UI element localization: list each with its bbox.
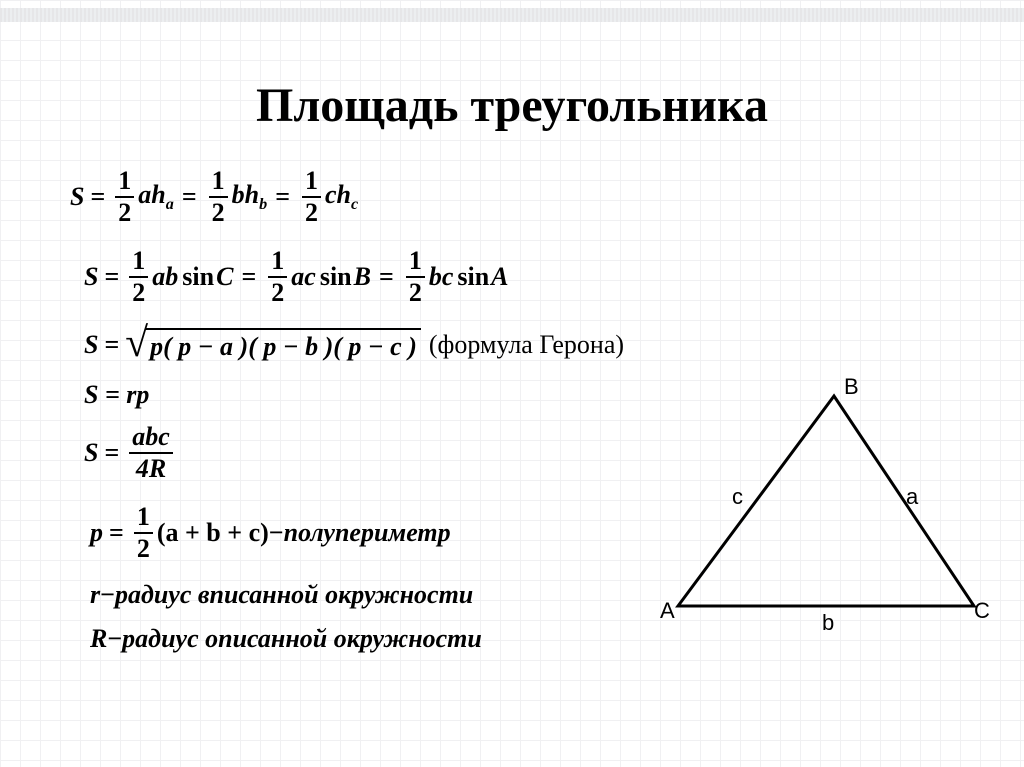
dash: − xyxy=(269,518,284,548)
page-title: Площадь треугольника xyxy=(0,78,1024,133)
frac: 12 xyxy=(209,168,228,226)
ab: ac xyxy=(291,262,316,292)
side-label-b: b xyxy=(822,610,834,636)
eq: = xyxy=(104,438,119,468)
text: S = rp xyxy=(84,380,149,410)
formula-semiperimeter: p = 12 (a + b + c) − полупериметр xyxy=(90,504,624,562)
frac: 12 xyxy=(129,248,148,306)
angle: B xyxy=(354,262,371,292)
frac: 12 xyxy=(302,168,321,226)
frac: 12 xyxy=(406,248,425,306)
eq: = xyxy=(90,182,105,212)
formula-abc4r: S = abc 4R xyxy=(84,424,624,482)
formula-sine: S = 12 ab sin C = 12 ac sin B = 12 bc si… xyxy=(84,248,624,306)
sym: R xyxy=(90,624,107,654)
eq: = xyxy=(109,518,124,548)
formula-heron: S = √ p( p − a )( p − b )( p − c ) (форм… xyxy=(84,328,624,362)
term: aha xyxy=(138,180,174,214)
lhs: S xyxy=(84,330,98,360)
vertex-label-a: A xyxy=(660,598,675,624)
eq: = xyxy=(241,262,256,292)
side-label-c: c xyxy=(732,484,743,510)
ab: ab xyxy=(152,262,178,292)
lhs: S xyxy=(84,262,98,292)
triangle-svg xyxy=(658,376,988,636)
dash: − xyxy=(100,580,115,610)
triangle-diagram: A B C c a b xyxy=(658,376,988,636)
lhs: p xyxy=(90,518,103,548)
term: chc xyxy=(325,180,358,214)
side-label-a: a xyxy=(906,484,918,510)
eq: = xyxy=(182,182,197,212)
sin: sin xyxy=(182,262,214,292)
decorative-top-border xyxy=(0,8,1024,22)
frac: 12 xyxy=(134,504,153,562)
eq: = xyxy=(104,330,119,360)
frac: 12 xyxy=(115,168,134,226)
angle: C xyxy=(216,262,233,292)
triangle-shape xyxy=(678,396,974,606)
definition-rbig: R − радиус описанной окружности xyxy=(90,624,624,654)
eq: = xyxy=(379,262,394,292)
radicand: p( p − a )( p − b )( p − c ) xyxy=(146,328,421,362)
frac: 12 xyxy=(268,248,287,306)
lhs: S xyxy=(70,182,84,212)
formula-rp: S = rp xyxy=(84,380,624,410)
heron-note: (формула Герона) xyxy=(429,330,624,360)
body: (a + b + c) xyxy=(157,518,269,548)
sym: r xyxy=(90,580,100,610)
angle: A xyxy=(491,262,508,292)
sin: sin xyxy=(457,262,489,292)
term: bhb xyxy=(232,180,268,214)
ab: bc xyxy=(429,262,454,292)
lhs: S xyxy=(84,438,98,468)
eq: = xyxy=(275,182,290,212)
vertex-label-b: B xyxy=(844,374,859,400)
definition-rsmall: r − радиус вписанной окружности xyxy=(90,580,624,610)
label: радиус описанной окружности xyxy=(122,624,482,654)
vertex-label-c: C xyxy=(974,598,990,624)
sqrt: √ p( p − a )( p − b )( p − c ) xyxy=(125,328,421,362)
eq: = xyxy=(104,262,119,292)
formula-height: S = 12 aha = 12 bhb = 12 chc xyxy=(70,168,624,226)
label: полупериметр xyxy=(284,518,451,548)
sin: sin xyxy=(320,262,352,292)
frac: abc 4R xyxy=(129,424,173,482)
formula-block: S = 12 aha = 12 bhb = 12 chc S = 12 ab s… xyxy=(70,168,624,654)
label: радиус вписанной окружности xyxy=(115,580,473,610)
dash: − xyxy=(107,624,122,654)
